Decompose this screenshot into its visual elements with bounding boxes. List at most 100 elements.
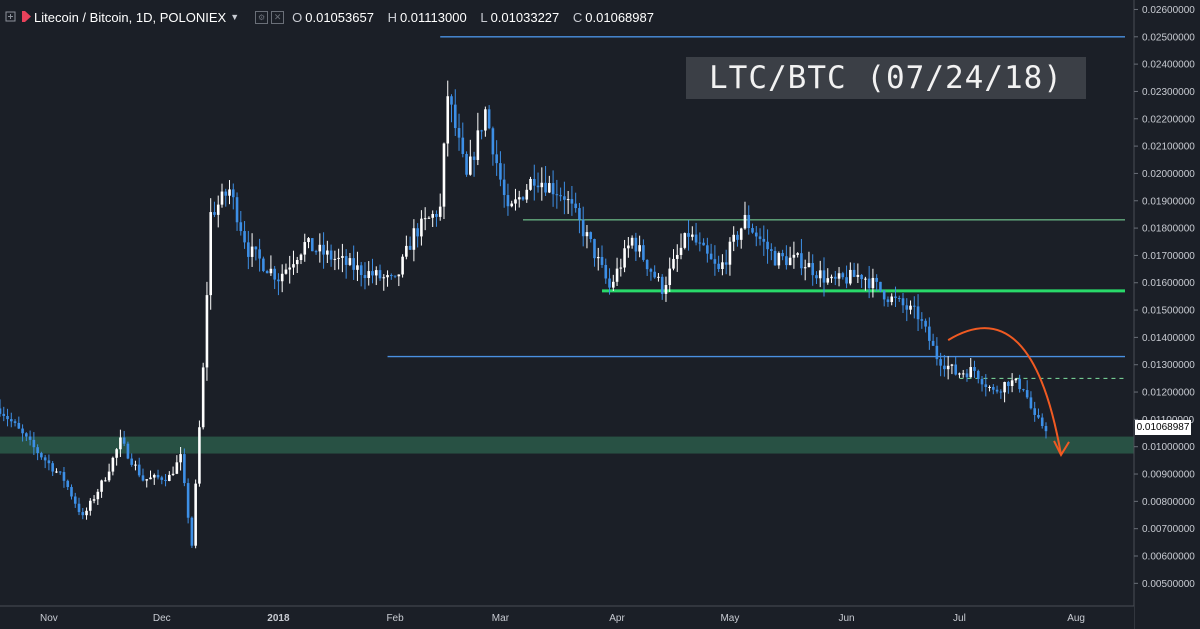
candle-body [525, 189, 529, 200]
candle [51, 461, 54, 477]
candle-body [386, 275, 389, 278]
candle-body [521, 197, 525, 200]
candle [739, 227, 743, 249]
expand-icon[interactable] [0, 0, 34, 34]
candle-body [837, 273, 841, 279]
candle [1040, 413, 1044, 429]
candle-body [220, 191, 224, 205]
candle-body [484, 109, 487, 131]
ohlc-readout: O 0.01053657 H 0.01113000 L 0.01033227 C 0.0… [292, 9, 654, 25]
candle [532, 164, 536, 201]
symbol-title[interactable]: Litecoin / Bitcoin, 1D, POLONIEX [34, 9, 227, 25]
candle [939, 352, 942, 377]
candle [47, 454, 51, 471]
candle-body [367, 271, 371, 279]
candle [668, 257, 672, 292]
candle-body [551, 183, 555, 195]
x-tick-label: 2018 [267, 613, 290, 624]
candle [815, 271, 818, 284]
candle-body [235, 197, 239, 223]
candle-body [924, 320, 927, 327]
y-tick-label: 0.01300000 [1142, 360, 1195, 371]
candle [2, 406, 6, 422]
candle-body [822, 270, 826, 283]
candle [882, 289, 886, 307]
candle [920, 312, 924, 329]
candle-body [570, 199, 574, 204]
candle [28, 430, 32, 446]
candle [912, 296, 916, 319]
high-value: 0.01113000 [399, 9, 467, 25]
candle-body [55, 471, 58, 473]
candle [160, 475, 164, 485]
candle-body [630, 237, 634, 246]
candle [732, 226, 735, 252]
candle-body [950, 364, 954, 366]
candle [683, 232, 687, 250]
candle [627, 237, 630, 258]
candle [879, 281, 882, 293]
candle-body [216, 204, 220, 215]
candle-body [739, 228, 743, 240]
candle [849, 262, 852, 286]
candle-body [171, 473, 175, 475]
candle-body [186, 483, 190, 518]
candle-body [453, 104, 457, 129]
chevron-down-icon[interactable]: ▼ [230, 12, 240, 22]
candle [969, 358, 973, 378]
candle [578, 203, 581, 234]
candle-body [435, 213, 438, 217]
candle [788, 246, 792, 266]
candle-body [134, 464, 137, 466]
candle-body [563, 196, 566, 200]
candle [141, 468, 145, 482]
candle-body [89, 500, 92, 511]
x-tick-label: Nov [40, 613, 58, 624]
candle [702, 238, 705, 246]
candle [566, 190, 570, 214]
candle-body [205, 295, 209, 368]
candle-body [1033, 408, 1036, 415]
candle-body [800, 253, 803, 269]
candle-body [593, 239, 596, 259]
candle [66, 479, 70, 490]
candle [254, 246, 258, 261]
candle-body [995, 389, 999, 392]
candle-body [732, 234, 735, 242]
candle [405, 235, 408, 260]
candle-body [21, 428, 24, 434]
y-tick-label: 0.02000000 [1142, 169, 1195, 180]
candle [194, 479, 197, 549]
settings-icon[interactable]: ⚙ [255, 10, 269, 24]
candle-body [691, 234, 694, 237]
y-tick-label: 0.02100000 [1142, 142, 1195, 153]
candle-body [973, 367, 976, 371]
candle-body [920, 319, 924, 321]
candle-body [1040, 417, 1044, 427]
candle-body [578, 208, 581, 220]
candle-body [581, 219, 585, 237]
candle [220, 183, 224, 208]
candle [1022, 388, 1025, 392]
candle [262, 256, 265, 273]
candle [292, 250, 295, 275]
candle [935, 337, 939, 366]
candle [909, 300, 912, 315]
close-icon[interactable]: ✕ [271, 10, 285, 24]
candle-body [156, 474, 160, 478]
candle [619, 258, 623, 277]
candle [243, 221, 246, 249]
candle-body [559, 195, 562, 197]
candle-body [999, 391, 1003, 393]
candle-body [32, 439, 36, 448]
candle [653, 265, 656, 279]
candle [322, 232, 325, 269]
candle-body [374, 270, 378, 276]
candle-body [781, 253, 784, 257]
candle [431, 210, 434, 228]
candle [1003, 381, 1006, 403]
candle [600, 245, 604, 268]
